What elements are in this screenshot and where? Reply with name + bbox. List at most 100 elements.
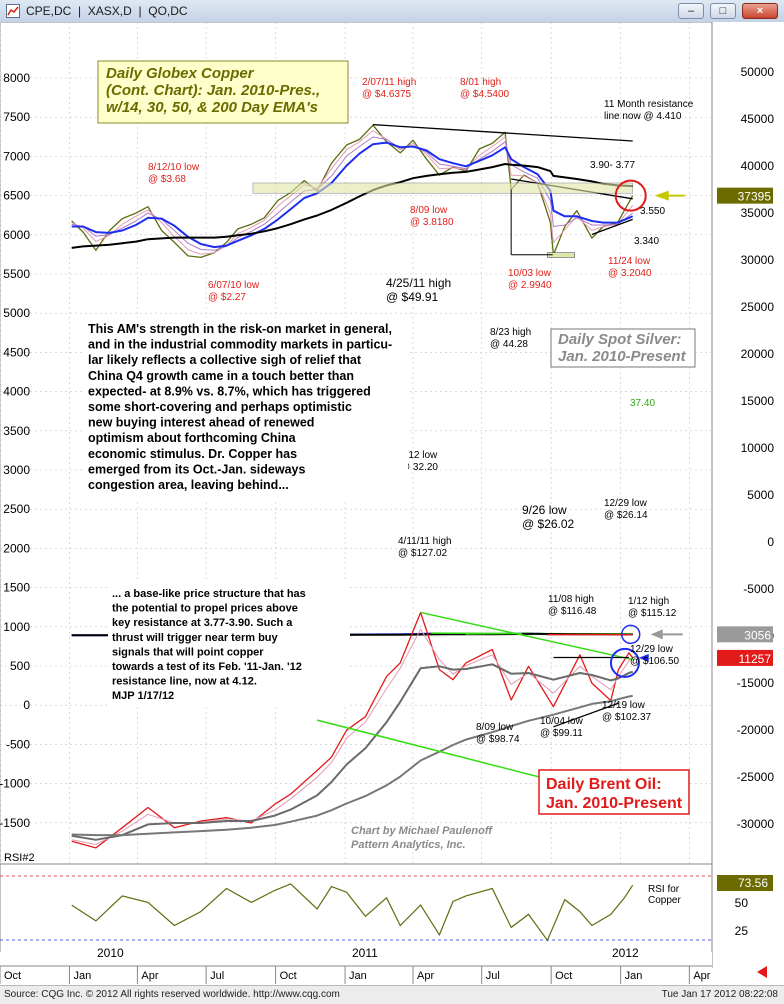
- x-year-label: 2011: [352, 946, 378, 960]
- status-footer: Source: CQG Inc. © 2012 All rights reser…: [0, 985, 784, 1004]
- rsi-title: RSI#2: [4, 852, 35, 864]
- x-year-label: 2012: [612, 946, 639, 960]
- brent-channel-bottom: [316, 719, 581, 789]
- left-tick-label: 4000: [3, 385, 30, 399]
- annotation-label: 1/12 high @ $115.12: [628, 596, 677, 619]
- close-button[interactable]: ×: [742, 3, 778, 19]
- left-tick-label: 1000: [3, 620, 30, 634]
- x-month-label: Jul: [210, 970, 224, 982]
- maximize-icon: □: [719, 5, 727, 17]
- scroll-right-icon: [757, 966, 767, 978]
- series-line-14-ema: [71, 130, 634, 255]
- left-tick-label: 4500: [3, 345, 30, 359]
- left-tick-label: 3500: [3, 424, 30, 438]
- minimize-button[interactable]: –: [678, 3, 704, 19]
- maximize-button[interactable]: □: [710, 3, 736, 19]
- annotation-label: 8/23 high @ 44.28: [490, 327, 531, 350]
- left-tick-label: 6000: [3, 228, 30, 242]
- right-tick-label: -5000: [743, 582, 774, 596]
- right-tick-label: 10000: [741, 441, 775, 455]
- silver-pointer-arrow: [650, 629, 663, 640]
- rsi-line: [71, 883, 634, 942]
- annotation-label: 5/12 low @ 32.20: [400, 450, 438, 473]
- x-month-label: Apr: [417, 970, 434, 982]
- rsi-tick-label: 25: [735, 924, 749, 938]
- copper-title-box: [97, 60, 349, 124]
- x-month-label: Oct: [280, 970, 297, 982]
- annotation-label: 4/25/11 high @ $49.91: [386, 276, 451, 304]
- x-month-label: Oct: [4, 970, 21, 982]
- annotation-label: 4/11/11 high @ $127.02: [398, 536, 452, 559]
- left-tick-label: 2500: [3, 502, 30, 516]
- left-tick-label: 8000: [3, 71, 30, 85]
- comment-bg: [84, 318, 408, 500]
- annotation-label: 9/26 low @ $26.02: [522, 503, 575, 531]
- rsi-label: RSI for Copper: [648, 884, 681, 906]
- silver-price-text: 3056: [744, 628, 771, 642]
- right-tick-label: 0: [767, 535, 774, 549]
- annotation-label: 12/29 low @ $26.14: [604, 498, 648, 521]
- left-tick-label: -1000: [0, 777, 30, 791]
- x-axis-area: [0, 952, 712, 985]
- right-tick-label: -15000: [737, 676, 775, 690]
- right-tick-label: 15000: [741, 394, 775, 408]
- annotation-label: 3.550: [640, 206, 665, 217]
- silver-title-box: [550, 328, 696, 368]
- right-tick-label: -25000: [737, 770, 775, 784]
- x-month-label: Apr: [141, 970, 158, 982]
- annotation-label: 3.340: [634, 236, 659, 247]
- brent-title: Daily Brent Oil: Jan. 2010-Present: [546, 776, 683, 812]
- left-tick-label: -1500: [0, 816, 30, 830]
- copper-price-tag: [717, 187, 773, 204]
- right-tick-label: 30000: [741, 253, 775, 267]
- left-tick-label: 1500: [3, 581, 30, 595]
- right-tick-label: 5000: [747, 488, 774, 502]
- annotation-label: 37.40: [630, 398, 655, 409]
- right-tick-label: 35000: [741, 206, 775, 220]
- copper-breakout-circle: [614, 179, 647, 212]
- source-credit: Source: CQG Inc. © 2012 All rights reser…: [4, 989, 340, 1000]
- x-month-label: Jul: [486, 970, 500, 982]
- left-tick-label: 5000: [3, 306, 30, 320]
- left-tick-label: 2000: [3, 541, 30, 555]
- timestamp: Tue Jan 17 2012 08:22:08: [661, 989, 778, 1000]
- brent-support-line: [553, 702, 619, 728]
- silver-circle: [620, 624, 641, 645]
- x-year-label: 2010: [97, 946, 124, 960]
- left-tick-label: 0: [23, 698, 30, 712]
- chart-brent: [71, 611, 634, 849]
- series-line-50-ema: [71, 663, 634, 841]
- annotation-label: 2/07/11 high @ $4.6375: [362, 77, 416, 100]
- annotation-label: 12/19 low @ $102.37: [602, 700, 652, 723]
- copper-title: Daily Globex Copper (Cont. Chart): Jan. 2…: [106, 65, 320, 116]
- series-line-price: [71, 124, 634, 259]
- copper-pointer-arrow: [654, 190, 669, 201]
- copper-resistance-line: [372, 123, 633, 142]
- left-tick-label: 500: [10, 659, 30, 673]
- annotation-label: 8/09 low @ $98.74: [476, 722, 520, 745]
- comment2-bg: [108, 582, 350, 706]
- close-icon: ×: [756, 5, 764, 17]
- silver-price-tag: [717, 626, 773, 643]
- annotation-label: 3.90- 3.77: [590, 160, 635, 171]
- annotation-label: 11/24 low @ 3.2040: [608, 256, 652, 279]
- brent-title-box: [538, 769, 690, 815]
- commentary-second: ... a base-like price structure that has…: [112, 588, 306, 702]
- x-month-label: Jan: [625, 970, 643, 982]
- x-month-label: Jan: [349, 970, 367, 982]
- right-tick-label: 20000: [741, 347, 775, 361]
- right-tick-label: 45000: [741, 112, 775, 126]
- annotation-label: 6/07/10 low @ $2.27: [208, 280, 260, 303]
- rsi-pane: [0, 863, 713, 963]
- x-month-label: Oct: [555, 970, 572, 982]
- annotation-label: 10/03 low @ 2.9940: [508, 268, 552, 291]
- annotation-label: 8/12/10 low @ $3.68: [148, 162, 200, 185]
- copper-uptrend-line: [591, 218, 633, 236]
- x-month-label: Apr: [693, 970, 710, 982]
- annotation-label: 8/09 low @ 3.8180: [410, 205, 454, 228]
- right-tick-label: 50000: [741, 65, 775, 79]
- commentary-main: This AM's strength in the risk-on market…: [88, 322, 392, 492]
- minimize-icon: –: [687, 5, 695, 17]
- rsi-value-tag: [717, 875, 773, 891]
- left-tick-label: 7000: [3, 149, 30, 163]
